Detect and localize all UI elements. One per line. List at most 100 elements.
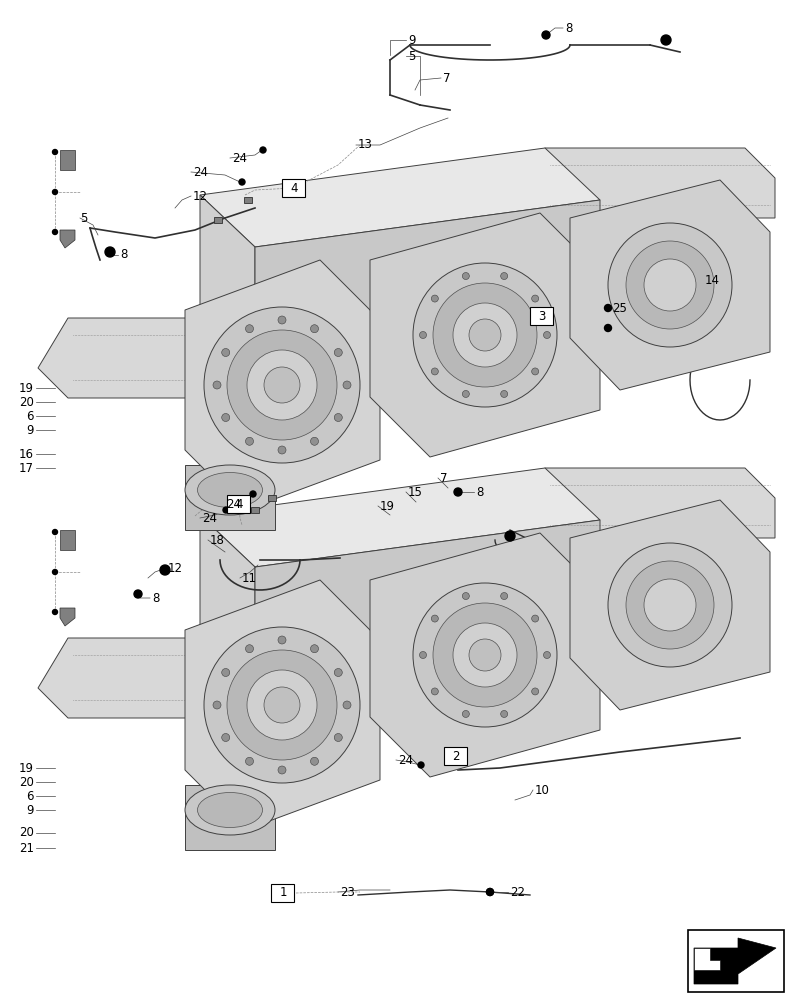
Circle shape: [160, 565, 169, 575]
Circle shape: [625, 561, 713, 649]
Polygon shape: [60, 608, 75, 626]
Polygon shape: [693, 938, 775, 984]
Circle shape: [342, 381, 350, 389]
Text: 8: 8: [152, 591, 159, 604]
Circle shape: [53, 230, 58, 234]
Circle shape: [221, 734, 230, 742]
Text: 5: 5: [407, 49, 415, 62]
Circle shape: [245, 437, 253, 445]
Circle shape: [543, 332, 550, 338]
Circle shape: [469, 639, 500, 671]
Circle shape: [221, 414, 230, 422]
Text: 17: 17: [19, 462, 34, 475]
Circle shape: [500, 273, 507, 280]
Text: 24: 24: [193, 165, 208, 178]
Text: 25: 25: [611, 302, 626, 314]
Circle shape: [245, 645, 253, 653]
Circle shape: [625, 241, 713, 329]
Circle shape: [486, 888, 493, 896]
Bar: [243, 197, 251, 203]
Circle shape: [607, 223, 731, 347]
Polygon shape: [514, 148, 774, 218]
Bar: [251, 507, 259, 513]
Circle shape: [245, 757, 253, 765]
Circle shape: [334, 349, 342, 357]
Text: 23: 23: [340, 886, 354, 898]
Text: 12: 12: [168, 562, 182, 574]
Circle shape: [531, 295, 538, 302]
Circle shape: [603, 324, 611, 332]
Circle shape: [134, 590, 142, 598]
Circle shape: [250, 491, 255, 497]
Circle shape: [643, 579, 695, 631]
Circle shape: [310, 645, 318, 653]
Text: 24: 24: [232, 151, 247, 164]
Polygon shape: [60, 150, 75, 170]
Bar: [214, 217, 221, 223]
Circle shape: [432, 603, 536, 707]
Circle shape: [500, 710, 507, 717]
Circle shape: [469, 319, 500, 351]
Circle shape: [603, 304, 611, 312]
Polygon shape: [569, 500, 769, 710]
Text: 24: 24: [397, 754, 413, 766]
Circle shape: [264, 367, 299, 403]
Circle shape: [53, 149, 58, 154]
Circle shape: [105, 247, 115, 257]
Polygon shape: [200, 148, 599, 247]
Circle shape: [607, 543, 731, 667]
Text: 6: 6: [27, 790, 34, 802]
Circle shape: [334, 734, 342, 742]
Circle shape: [221, 668, 230, 676]
Text: 3: 3: [538, 310, 545, 322]
Circle shape: [277, 636, 285, 644]
Circle shape: [245, 325, 253, 333]
Polygon shape: [185, 260, 380, 510]
Circle shape: [453, 623, 517, 687]
Polygon shape: [514, 468, 774, 538]
Circle shape: [264, 687, 299, 723]
Text: 7: 7: [440, 472, 447, 485]
Polygon shape: [200, 195, 255, 390]
Circle shape: [431, 368, 438, 375]
Circle shape: [461, 710, 469, 717]
Text: 20: 20: [19, 395, 34, 408]
Circle shape: [260, 147, 266, 153]
Text: 8: 8: [120, 248, 127, 261]
Circle shape: [238, 179, 245, 185]
Text: 14: 14: [704, 273, 719, 286]
Polygon shape: [60, 530, 75, 550]
Circle shape: [227, 650, 337, 760]
Bar: [227, 495, 250, 513]
Text: 10: 10: [534, 784, 549, 796]
Text: 1: 1: [279, 886, 286, 900]
Circle shape: [277, 766, 285, 774]
Circle shape: [531, 688, 538, 695]
Text: 13: 13: [358, 138, 372, 151]
Circle shape: [500, 390, 507, 397]
Circle shape: [660, 35, 670, 45]
Circle shape: [310, 437, 318, 445]
Text: 8: 8: [475, 486, 483, 498]
Text: 4: 4: [235, 497, 242, 510]
Circle shape: [310, 757, 318, 765]
Text: 18: 18: [210, 534, 225, 546]
Polygon shape: [200, 468, 599, 567]
Circle shape: [453, 303, 517, 367]
Polygon shape: [185, 465, 275, 530]
Bar: [268, 495, 276, 501]
Circle shape: [53, 570, 58, 574]
Circle shape: [418, 762, 423, 768]
Circle shape: [334, 668, 342, 676]
Ellipse shape: [185, 465, 275, 515]
Text: 2: 2: [452, 750, 459, 762]
Polygon shape: [693, 948, 719, 970]
Circle shape: [461, 390, 469, 397]
Circle shape: [310, 325, 318, 333]
Circle shape: [227, 330, 337, 440]
Circle shape: [431, 295, 438, 302]
Text: 19: 19: [380, 499, 394, 512]
Bar: [530, 307, 553, 325]
Polygon shape: [185, 580, 380, 830]
Text: 5: 5: [80, 212, 88, 225]
